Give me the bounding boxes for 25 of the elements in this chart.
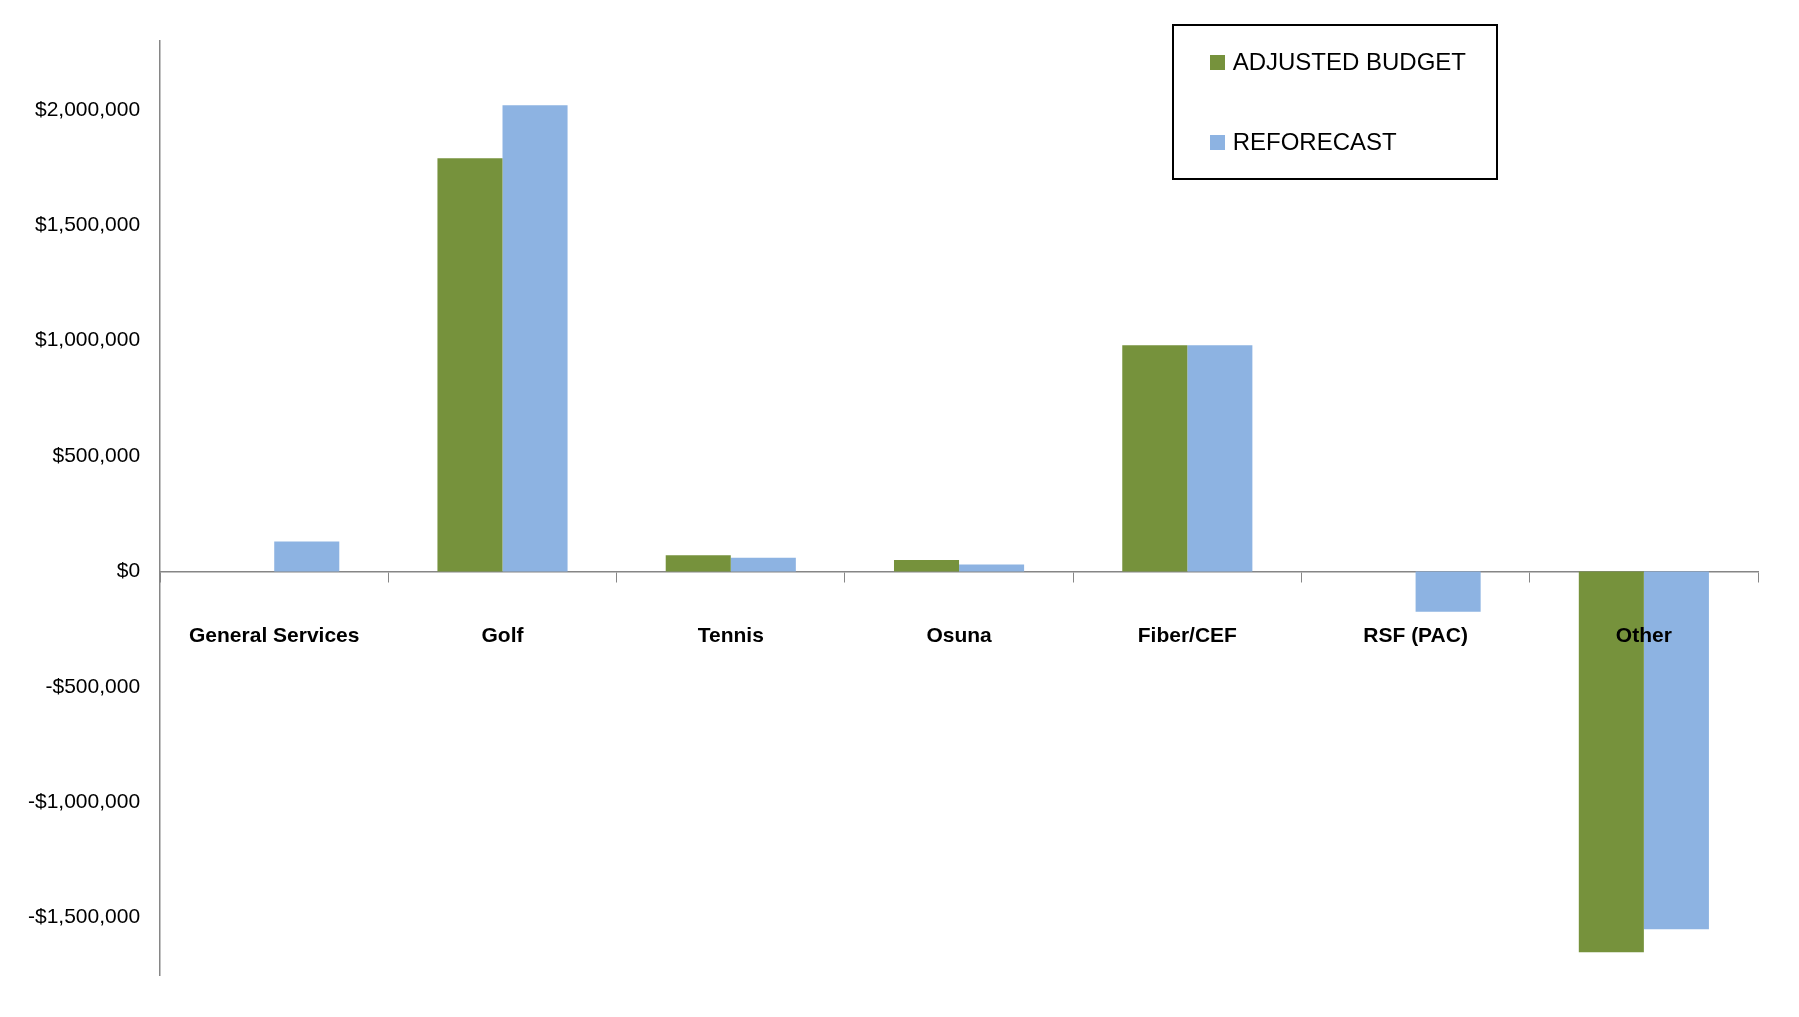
legend-label: ADJUSTED BUDGET [1232,48,1466,76]
bar [665,555,731,572]
y-tick-label: -$1,500,000 [27,904,141,928]
y-tick-label: $2,000,000 [34,96,141,120]
y-tick-label: $500,000 [52,442,141,466]
bar [437,158,503,572]
bar [730,557,796,572]
x-tick-label: Tennis [697,622,764,646]
bar [893,559,960,572]
y-tick-label: -$500,000 [45,673,141,697]
x-tick-label: Fiber/CEF [1137,622,1238,646]
x-tick-label: Golf [481,622,525,646]
bar [274,541,340,572]
y-tick-label: -$1,000,000 [27,789,141,813]
y-tick-label: $1,500,000 [34,212,141,236]
x-tick-label: General Services [189,622,360,646]
bar [1187,345,1253,572]
legend-label: REFORECAST [1232,128,1397,156]
x-tick-label: RSF (PAC) [1363,622,1468,646]
x-tick-label: Osuna [926,622,993,646]
bar [1122,345,1188,572]
y-tick-label: $0 [116,558,141,582]
bar [502,105,568,572]
y-tick-label: $1,000,000 [34,327,141,351]
bar [1415,571,1481,612]
